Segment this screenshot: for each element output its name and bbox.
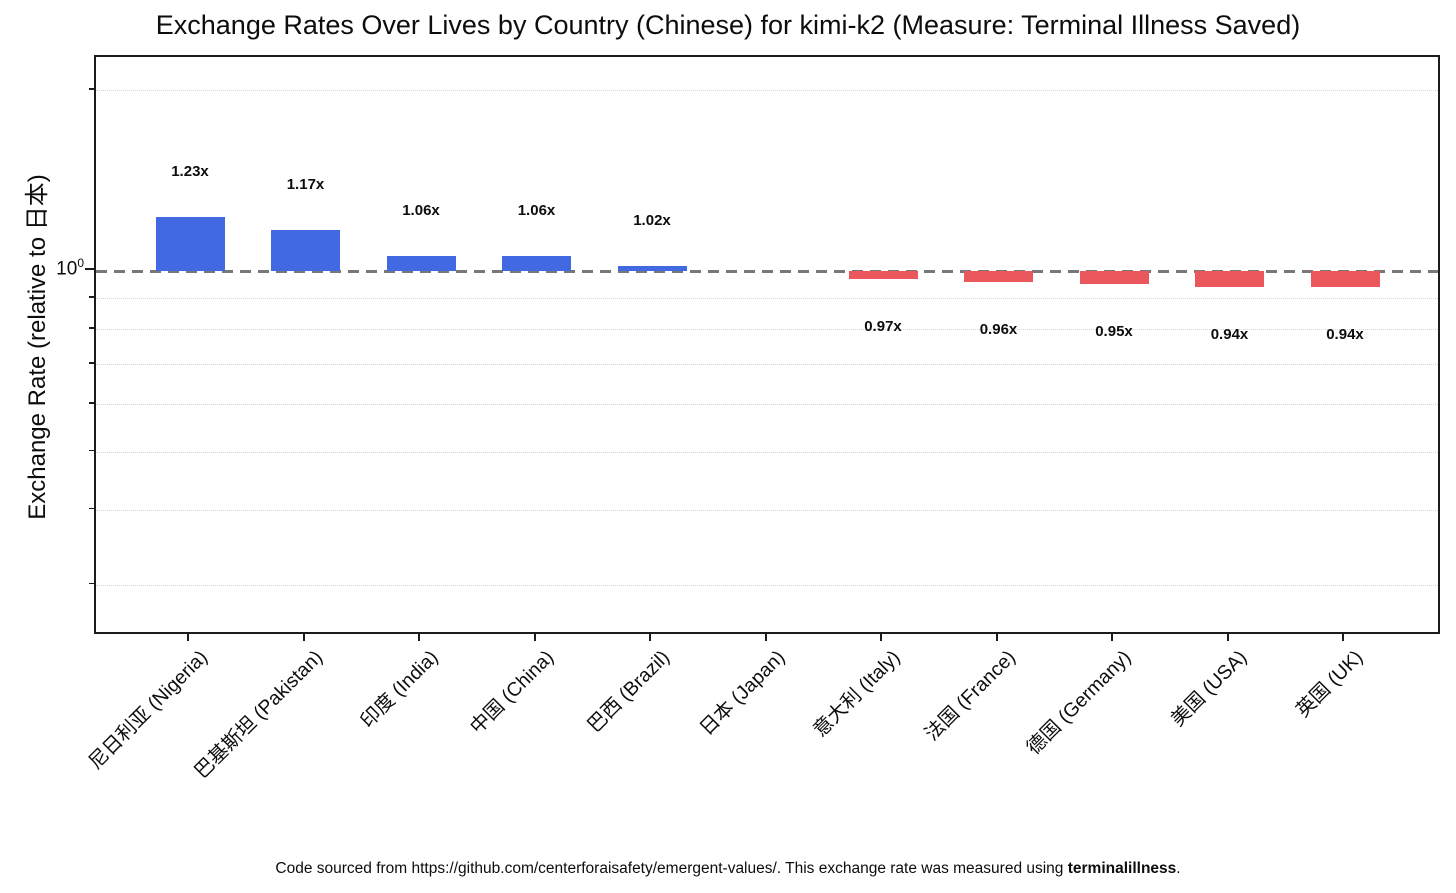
bar-value-label: 0.97x	[864, 317, 902, 335]
x-tick-label: 中国 (China)	[466, 646, 559, 739]
footer-prefix: Code sourced from https://github.com/cen…	[275, 860, 1068, 877]
x-tick-mark	[1342, 632, 1344, 641]
bar	[502, 255, 571, 271]
baseline-dashed-line	[96, 270, 1438, 273]
x-tick-label: 英国 (UK)	[1291, 646, 1367, 722]
minor-gridline	[96, 363, 1438, 365]
minor-gridline	[96, 329, 1438, 331]
bar	[155, 217, 225, 271]
y-minor-tick	[89, 361, 94, 364]
bar-value-label: 1.02x	[633, 211, 671, 229]
bar-value-label: 1.23x	[171, 163, 209, 181]
bar	[1310, 271, 1380, 288]
x-tick-mark	[649, 632, 651, 641]
footer-measure-name: terminalillness	[1067, 860, 1177, 877]
y-minor-tick	[89, 88, 94, 90]
minor-gridline	[96, 404, 1438, 406]
bar-value-label: 0.96x	[979, 320, 1018, 338]
x-tick-mark	[418, 632, 420, 641]
bar	[1195, 271, 1264, 288]
x-tick-mark	[533, 632, 536, 641]
y-tick-base: 10	[56, 258, 78, 280]
x-tick-label: 法国 (France)	[921, 646, 1021, 746]
y-minor-tick	[89, 507, 94, 510]
bar	[964, 271, 1033, 282]
x-tick-mark	[302, 632, 305, 641]
bar-value-label: 0.94x	[1210, 326, 1249, 344]
minor-gridline	[96, 509, 1438, 511]
x-tick-mark	[187, 632, 189, 641]
bar-value-label: 0.94x	[1326, 326, 1364, 344]
footer-suffix: .	[1176, 860, 1181, 877]
y-tick-exponent: 0	[77, 256, 84, 270]
y-major-tick	[85, 268, 94, 271]
x-tick-label: 日本 (Japan)	[695, 646, 790, 740]
bar	[386, 255, 456, 271]
bar	[848, 271, 918, 279]
x-tick-label: 印度 (India)	[356, 646, 443, 733]
x-tick-label: 美国 (USA)	[1166, 646, 1252, 731]
minor-gridline	[96, 451, 1438, 453]
bar-value-label: 0.95x	[1095, 323, 1133, 341]
bar	[271, 230, 340, 271]
x-tick-mark	[764, 632, 767, 641]
chart-title: Exchange Rates Over Lives by Country (Ch…	[155, 10, 1301, 40]
x-tick-mark	[1226, 632, 1229, 641]
y-minor-tick	[89, 449, 94, 452]
bar-value-label: 1.06x	[517, 201, 556, 219]
y-tick-label: 100	[30, 256, 84, 280]
x-tick-mark	[995, 632, 998, 641]
footer-text: Code sourced from https://github.com/cen…	[0, 860, 1456, 878]
x-tick-label: 尼日利亚 (Nigeria)	[84, 646, 212, 774]
x-tick-label: 意大利 (Italy)	[809, 646, 905, 742]
plot-area: 1.23x 1.17x 1.06x 1.06x 1.02x 0.97x 0.96x 0.95x…	[94, 55, 1440, 634]
bar	[617, 265, 687, 271]
minor-gridline	[96, 298, 1438, 300]
x-tick-mark	[1111, 632, 1113, 641]
y-minor-tick	[89, 296, 94, 299]
y-minor-tick	[89, 327, 94, 329]
x-tick-label: 巴西 (Brazil)	[583, 646, 674, 737]
x-tick-mark	[880, 632, 882, 641]
minor-gridline	[96, 90, 1438, 92]
bar	[1079, 271, 1149, 285]
y-axis-label: Exchange Rate (relative to 日本)	[24, 174, 51, 520]
y-minor-tick	[89, 402, 94, 404]
y-minor-tick	[89, 582, 94, 585]
bar-value-label: 1.06x	[402, 201, 440, 219]
bar-value-label: 1.17x	[286, 176, 325, 194]
minor-gridline	[96, 584, 1438, 586]
x-tick-label: 德国 (Germany)	[1022, 646, 1136, 760]
